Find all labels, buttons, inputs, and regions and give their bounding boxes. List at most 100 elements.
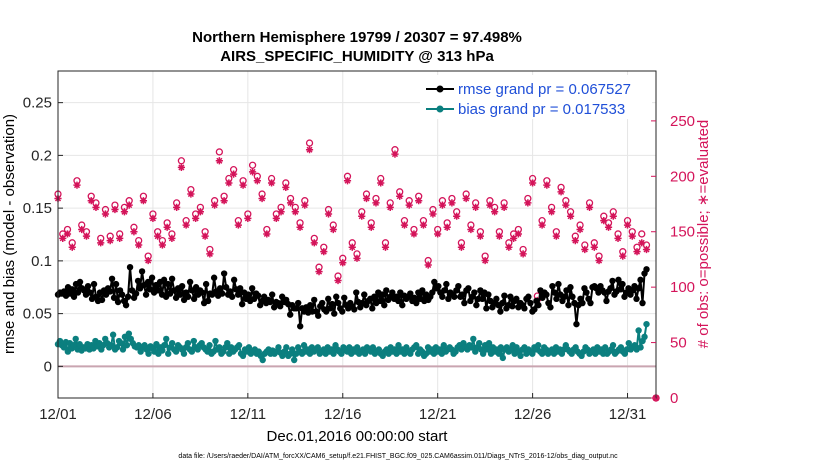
obs-evaluated-marker-49 bbox=[286, 199, 295, 207]
obs-evaluated-marker-122 bbox=[633, 248, 641, 256]
series-1-point-156 bbox=[361, 350, 369, 357]
series-0-point-47 bbox=[148, 274, 156, 281]
series-1-point-295 bbox=[635, 327, 642, 334]
series-0-point-106 bbox=[266, 298, 274, 306]
obs-evaluated-marker-87 bbox=[467, 225, 475, 234]
series-1-point-55 bbox=[163, 335, 170, 343]
obs-evaluated-marker-10 bbox=[101, 210, 110, 218]
series-0-point-15 bbox=[84, 282, 92, 290]
series-0-point-212 bbox=[479, 295, 486, 303]
series-0-point-116 bbox=[287, 311, 294, 318]
series-0-point-253 bbox=[561, 293, 568, 300]
series-0-point-36 bbox=[126, 264, 134, 271]
series-0-point-262 bbox=[579, 299, 586, 307]
legend-background bbox=[420, 75, 652, 119]
series-1-point-219 bbox=[485, 339, 493, 347]
y-right-tick-label-0: 0 bbox=[670, 390, 678, 407]
obs-evaluated-marker-1 bbox=[59, 234, 67, 242]
series-0-point-215 bbox=[485, 291, 492, 298]
obs-evaluated-marker-103 bbox=[543, 181, 551, 189]
y-right-tick-label-4: 200 bbox=[670, 168, 695, 185]
series-0-point-235 bbox=[525, 293, 532, 300]
obs-evaluated-marker-123 bbox=[638, 239, 646, 247]
chart-title: Northern Hemisphere 19799 / 20307 = 97.4… bbox=[192, 29, 522, 46]
series-1-point-152 bbox=[353, 344, 361, 351]
series-0-point-247 bbox=[549, 282, 556, 290]
series-0-point-83 bbox=[220, 270, 228, 277]
obs-evaluated-marker-29 bbox=[192, 214, 200, 223]
series-0-point-84 bbox=[222, 284, 230, 291]
chart-subtitle: AIRS_SPECIFIC_HUMIDITY @ 313 hPa bbox=[220, 48, 494, 65]
obs-evaluated-marker-50 bbox=[291, 208, 299, 216]
series-1-point-68 bbox=[188, 348, 196, 355]
series-0-point-274 bbox=[603, 297, 610, 305]
obs-evaluated-marker-45 bbox=[267, 179, 276, 187]
series-0-point-200 bbox=[455, 282, 462, 290]
obs-evaluated-marker-106 bbox=[557, 188, 565, 196]
series-0-point-167 bbox=[389, 289, 396, 296]
obs-evaluated-marker-19 bbox=[144, 256, 152, 265]
obs-evaluated-marker-65 bbox=[362, 194, 371, 203]
obs-evaluated-marker-56 bbox=[320, 248, 328, 256]
obs-evaluated-marker-66 bbox=[367, 223, 375, 231]
series-1-point-278 bbox=[601, 344, 609, 351]
obs-evaluated-marker-108 bbox=[566, 212, 575, 220]
series-0-point-182 bbox=[419, 287, 426, 294]
obs-evaluated-marker-3 bbox=[68, 243, 76, 251]
series-1-point-196 bbox=[440, 342, 447, 349]
obs-evaluated-marker-115 bbox=[600, 217, 608, 225]
series-0-point-140 bbox=[335, 299, 342, 307]
series-0-point-42 bbox=[138, 268, 146, 275]
series-0-point-32 bbox=[118, 291, 126, 298]
series-1-point-140 bbox=[330, 350, 337, 357]
series-0-point-264 bbox=[583, 289, 590, 296]
series-1-point-173 bbox=[395, 342, 402, 349]
obs-evaluated-marker-63 bbox=[353, 254, 361, 262]
series-0-point-121 bbox=[297, 323, 304, 330]
x-axis-label: Dec.01,2016 00:00:00 start bbox=[267, 428, 449, 445]
series-0-point-194 bbox=[443, 280, 450, 288]
series-0-point-7 bbox=[68, 286, 76, 293]
series-1-point-125 bbox=[300, 342, 308, 349]
series-0-point-138 bbox=[331, 310, 338, 317]
series-0-point-226 bbox=[507, 293, 514, 300]
obs-evaluated-marker-82 bbox=[443, 223, 451, 231]
series-0-point-259 bbox=[573, 320, 580, 328]
series-1-point-182 bbox=[413, 342, 420, 349]
obs-evaluated-marker-75 bbox=[410, 230, 418, 238]
obs-evaluated-marker-37 bbox=[230, 170, 238, 178]
obs-evaluated-marker-51 bbox=[296, 223, 304, 231]
obs-evaluated-marker-67 bbox=[372, 199, 380, 207]
legend-rmse-marker bbox=[436, 85, 444, 93]
obs-evaluated-marker-99 bbox=[524, 199, 532, 207]
series-0-point-246 bbox=[547, 304, 554, 311]
y-right-axis-ticks: 0 50 100 150 200 250 bbox=[651, 113, 695, 407]
series-0-point-164 bbox=[383, 287, 390, 294]
series-0-point-276 bbox=[607, 285, 614, 292]
series-0-point-74 bbox=[202, 280, 210, 288]
series-1-point-112 bbox=[275, 344, 282, 351]
series-0-point-172 bbox=[399, 301, 406, 309]
obs-evaluated-marker-121 bbox=[628, 232, 636, 240]
obs-evaluated-marker-55 bbox=[315, 268, 323, 276]
series-0-point-108 bbox=[270, 304, 278, 311]
obs-evaluated-marker-83 bbox=[448, 199, 456, 207]
obs-evaluated-marker-77 bbox=[419, 221, 428, 229]
y-left-tick-label-0: 0 bbox=[44, 358, 52, 375]
series-1-point-9 bbox=[72, 335, 79, 343]
obs-evaluated-marker-58 bbox=[329, 225, 337, 234]
obs-evaluated-marker-117 bbox=[609, 212, 617, 220]
series-0-point-193 bbox=[441, 287, 448, 294]
x-tick-label-5: 12/26 bbox=[514, 406, 552, 423]
series-0-point-86 bbox=[226, 288, 234, 295]
obs-evaluated-marker-35 bbox=[220, 197, 228, 205]
series-0-point-192 bbox=[439, 293, 446, 300]
series-1-point-80 bbox=[212, 337, 219, 345]
obs-evaluated-marker-78 bbox=[424, 261, 432, 269]
obs-evaluated-marker-92 bbox=[491, 208, 499, 216]
series-0-point-92 bbox=[238, 300, 246, 308]
obs-evaluated-marker-80 bbox=[434, 230, 442, 238]
obs-evaluated-marker-110 bbox=[576, 225, 584, 234]
series-0-point-203 bbox=[461, 299, 468, 307]
series-1-point-160 bbox=[369, 344, 377, 351]
